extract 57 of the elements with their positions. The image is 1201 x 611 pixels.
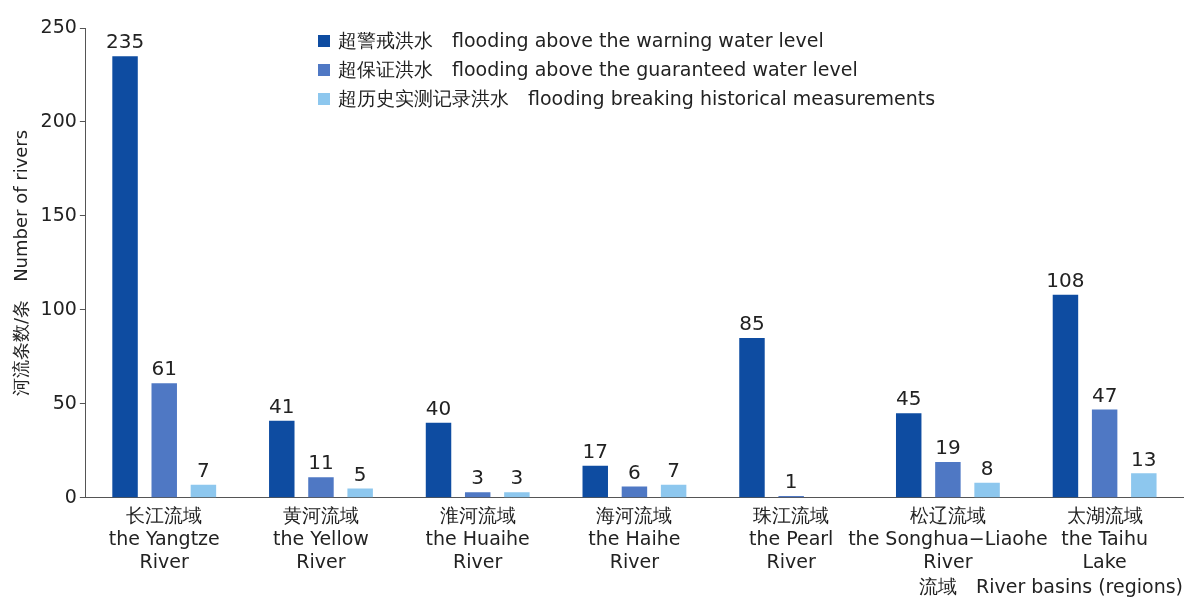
bar: [269, 420, 295, 498]
bar: [112, 56, 138, 498]
data-label: 8: [980, 455, 994, 480]
bar: [1052, 294, 1079, 498]
bar: [895, 413, 922, 498]
y-tick-label: 100: [40, 296, 77, 319]
bar: [974, 482, 1000, 498]
x-tick-label: 海河流域 the Haihe River: [588, 504, 681, 572]
data-label: 85: [739, 311, 765, 336]
x-axis-title: 流域 River basins (regions): [919, 574, 1183, 597]
data-label: 13: [1131, 446, 1157, 471]
data-label: 41: [269, 393, 295, 418]
y-tick-label: 250: [40, 14, 77, 37]
bar: [425, 422, 452, 498]
data-label: 40: [425, 395, 452, 420]
data-label: 7: [197, 457, 210, 482]
legend-label: 超保证洪水 flooding above the guaranteed water level: [338, 57, 858, 82]
y-tick-label: 0: [64, 484, 77, 507]
data-label: 47: [1091, 382, 1118, 407]
bar: [347, 488, 373, 498]
bar: [464, 492, 491, 498]
data-label: 7: [667, 457, 680, 482]
data-label: 45: [895, 386, 922, 411]
x-tick-label: 黄河流域 the Yellow River: [273, 504, 369, 572]
data-label: 17: [582, 439, 608, 464]
data-label: 5: [353, 461, 367, 486]
x-tick-label: 太湖流域 the Taihu Lake: [1061, 504, 1148, 572]
bar: [739, 338, 765, 498]
bar: [1091, 409, 1118, 498]
y-tick-label: 50: [52, 390, 77, 413]
data-label: 1: [784, 469, 798, 494]
data-label: 3: [471, 465, 485, 490]
data-label: 235: [105, 29, 145, 54]
data-label: 6: [628, 459, 641, 484]
x-tick-label: 珠江流域 the Pearl River: [748, 504, 834, 572]
bar: [660, 484, 687, 498]
x-tick-label: 松辽流域 the Songhua−Liaohe River: [848, 504, 1048, 572]
legend-label: 超历史实测记录洪水 flooding breaking historical measurements: [338, 86, 936, 111]
bar: [308, 477, 334, 498]
x-tick-label: 淮河流域 the Huaihe River: [425, 504, 530, 572]
bar: [190, 484, 217, 498]
bar: [935, 462, 961, 498]
bar: [621, 486, 648, 498]
data-label: 108: [1046, 268, 1085, 293]
data-label: 19: [935, 435, 961, 460]
bar: [151, 383, 177, 498]
legend-label: 超警戒洪水 flooding above the warning water level: [338, 28, 824, 53]
bar: [1131, 473, 1157, 498]
data-label: 11: [308, 450, 334, 475]
x-tick-label: 长江流域 the Yangtze River: [108, 504, 220, 572]
bar: [582, 465, 608, 498]
y-tick-label: 150: [40, 202, 77, 225]
data-label: 61: [151, 356, 177, 381]
y-tick-label: 200: [40, 108, 77, 131]
bar: [504, 492, 530, 498]
y-axis-title: 河流条数/条 Number of rivers: [10, 129, 32, 396]
data-label: 3: [510, 465, 524, 490]
